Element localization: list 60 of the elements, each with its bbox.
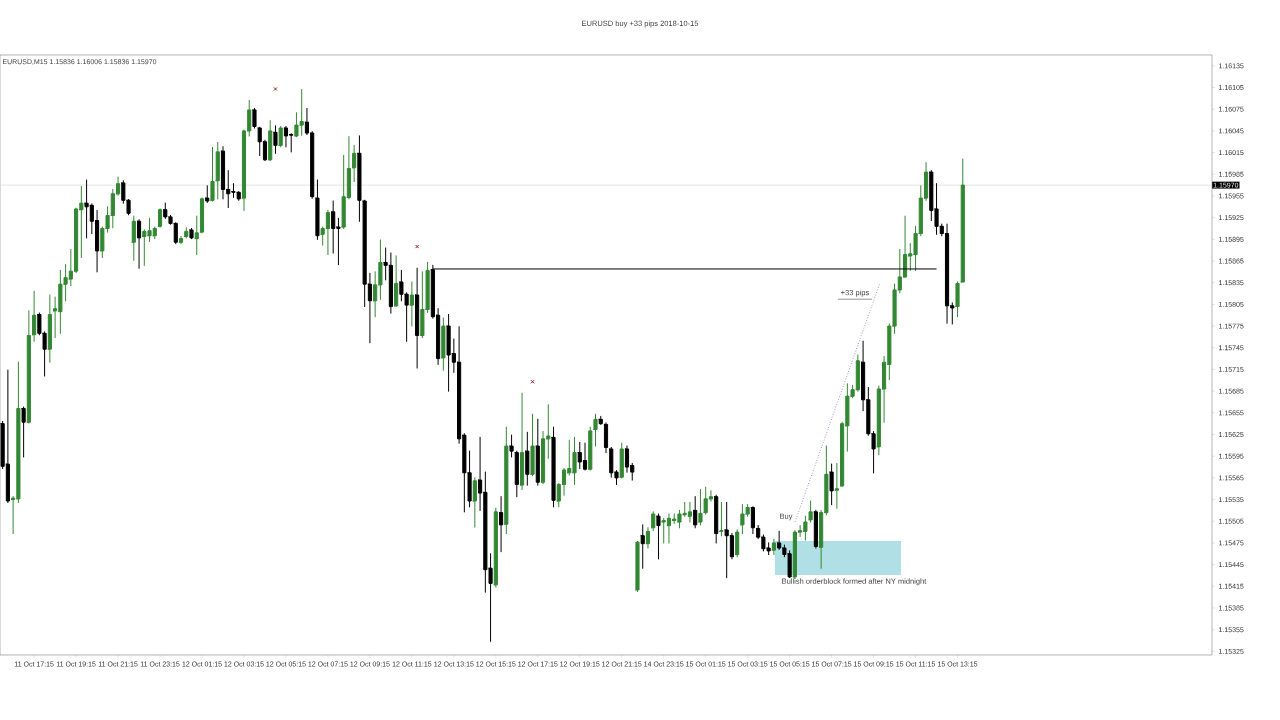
candlestick — [588, 426, 593, 471]
candlestick — [131, 215, 136, 261]
candlestick — [409, 281, 414, 327]
candlestick — [551, 426, 556, 508]
candlestick — [771, 538, 776, 555]
candlestick — [735, 529, 740, 558]
candlestick — [205, 185, 210, 203]
candlestick — [698, 488, 703, 526]
candlestick — [955, 281, 960, 318]
candlestick — [645, 527, 651, 549]
candlestick — [719, 501, 724, 537]
candlestick — [656, 513, 661, 560]
point — [415, 244, 420, 249]
candlestick — [252, 107, 257, 129]
candlestick — [619, 442, 624, 479]
candlestick — [352, 144, 357, 182]
candlestick — [640, 524, 645, 569]
candlestick — [210, 147, 215, 202]
candlestick — [441, 317, 446, 371]
candlestick — [635, 540, 640, 592]
candlestick — [813, 509, 818, 549]
candlestick — [178, 235, 184, 245]
candlestick — [268, 120, 273, 162]
candlestick — [514, 450, 519, 498]
candlestick — [714, 494, 719, 544]
candlestick — [582, 442, 588, 471]
candlestick — [315, 179, 320, 240]
candlestick — [394, 255, 399, 308]
candlestick — [960, 158, 965, 283]
candlestick — [693, 496, 698, 529]
candlestick — [189, 227, 194, 240]
candlestick — [215, 141, 220, 200]
candlestick — [808, 500, 813, 523]
point — [273, 86, 278, 91]
candlestick — [472, 477, 477, 528]
point — [530, 379, 535, 384]
candlestick — [136, 219, 142, 269]
candlestick — [32, 290, 37, 342]
candlestick — [509, 434, 514, 458]
candlestick — [415, 267, 420, 369]
candlestick — [157, 208, 163, 228]
candlestick — [598, 415, 603, 425]
candlestick — [47, 294, 52, 363]
candlestick — [519, 392, 525, 490]
candlestick — [593, 413, 598, 447]
candlestick — [278, 126, 283, 148]
candlestick — [504, 426, 509, 535]
candlestick — [26, 310, 31, 424]
candlestick — [21, 406, 26, 458]
candlestick — [184, 227, 189, 239]
candlestick — [530, 413, 535, 477]
candlestick — [750, 506, 755, 535]
candlestick — [535, 418, 540, 486]
candlestick — [273, 125, 278, 154]
candlestick — [525, 431, 530, 486]
candlestick — [834, 462, 839, 509]
candlestick — [499, 496, 504, 553]
candlestick — [651, 511, 656, 532]
candlestick — [829, 463, 834, 506]
candlestick — [603, 422, 609, 454]
